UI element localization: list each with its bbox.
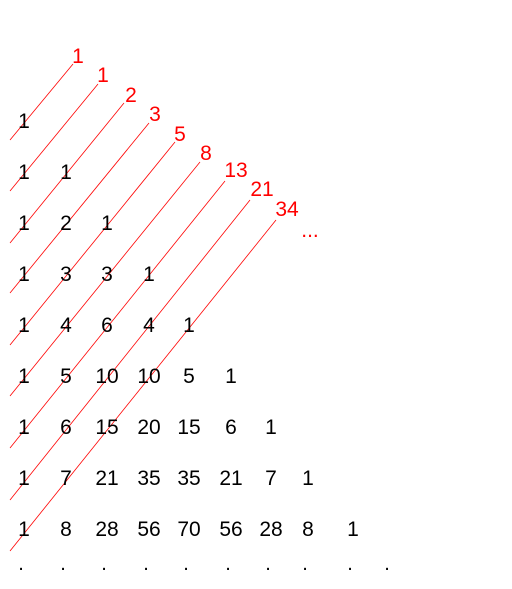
triangle-cell: 1 — [302, 467, 314, 490]
fibonacci-label: 8 — [200, 142, 212, 165]
triangle-cell: 21 — [95, 467, 118, 490]
triangle-cell: 56 — [137, 518, 160, 541]
fibonacci-label: 1 — [72, 45, 84, 68]
triangle-cell: 1 — [225, 365, 237, 388]
triangle-cell: 1 — [18, 518, 30, 541]
diagonal-line — [9, 102, 125, 244]
diagonal-line — [9, 141, 176, 346]
triangle-cell: 1 — [18, 365, 30, 388]
triangle-cell: 15 — [95, 416, 118, 439]
triangle-cell: 8 — [60, 518, 72, 541]
continuation-dot: . — [302, 553, 308, 575]
triangle-cell: 8 — [302, 518, 314, 541]
triangle-cell: 6 — [101, 314, 113, 337]
diagonal-line — [9, 180, 226, 449]
triangle-cell: 6 — [60, 416, 72, 439]
diagonal-line — [9, 83, 99, 192]
triangle-cell: 2 — [60, 212, 72, 235]
triangle-cell: 1 — [101, 212, 113, 235]
continuation-dot: . — [60, 553, 66, 575]
triangle-cell: 35 — [177, 467, 200, 490]
triangle-cell: 10 — [95, 365, 118, 388]
continuation-dot: . — [225, 553, 231, 575]
triangle-cell: 1 — [18, 314, 30, 337]
continuation-dots: .......... — [18, 553, 390, 575]
triangle-cell: 7 — [60, 467, 72, 490]
continuation-dot: . — [18, 553, 24, 575]
triangle-cell: 1 — [18, 416, 30, 439]
triangle-cell: 1 — [265, 416, 277, 439]
diagonal-line — [9, 63, 74, 141]
triangle-cell: 1 — [183, 314, 195, 337]
triangle-cell: 5 — [183, 365, 195, 388]
triangle-cell: 28 — [259, 518, 282, 541]
fibonacci-label: 1 — [97, 64, 109, 87]
continuation-dot: . — [183, 553, 189, 575]
continuation-dot: . — [384, 553, 390, 575]
triangle-cell: 1 — [18, 161, 30, 184]
triangle-cell: 35 — [137, 467, 160, 490]
fibonacci-label: 3 — [149, 103, 161, 126]
diagonal-line — [9, 219, 277, 552]
triangle-cell: 20 — [137, 416, 160, 439]
diagonal-lines — [9, 63, 277, 552]
fibonacci-label: 2 — [125, 84, 137, 107]
triangle-numbers: 11 11 2 11 3 3 11 4 6 4 11 5 10 10 5 11 6 15 20 15 6 11 7 21 35 3… — [18, 110, 359, 541]
triangle-cell: 1 — [143, 263, 155, 286]
triangle-cell: 4 — [60, 314, 72, 337]
triangle-cell: 3 — [60, 263, 72, 286]
diagonal-line — [9, 161, 201, 397]
triangle-cell: 1 — [18, 110, 30, 133]
fibonacci-ellipsis: ... — [301, 219, 319, 242]
triangle-cell: 1 — [18, 467, 30, 490]
triangle-cell: 7 — [265, 467, 277, 490]
fibonacci-label: 13 — [224, 159, 247, 182]
continuation-dot: . — [101, 553, 107, 575]
triangle-cell: 4 — [143, 314, 155, 337]
triangle-cell: 1 — [60, 161, 72, 184]
fibonacci-label: 21 — [250, 178, 273, 201]
triangle-cell: 21 — [219, 467, 242, 490]
triangle-cell: 6 — [225, 416, 237, 439]
triangle-cell: 3 — [101, 263, 113, 286]
triangle-cell: 1 — [18, 263, 30, 286]
triangle-cell: 10 — [137, 365, 160, 388]
continuation-dot: . — [347, 553, 353, 575]
diagonal-line — [9, 199, 251, 501]
continuation-dot: . — [143, 553, 149, 575]
fibonacci-label: 34 — [275, 198, 299, 221]
triangle-cell: 5 — [60, 365, 72, 388]
triangle-cell: 15 — [177, 416, 200, 439]
continuation-dot: . — [265, 553, 271, 575]
triangle-cell: 28 — [95, 518, 118, 541]
triangle-cell: 1 — [18, 212, 30, 235]
diagonal-line — [9, 122, 150, 294]
fibonacci-label: 5 — [174, 123, 186, 146]
triangle-cell: 1 — [347, 518, 359, 541]
triangle-cell: 70 — [177, 518, 200, 541]
triangle-cell: 56 — [219, 518, 242, 541]
